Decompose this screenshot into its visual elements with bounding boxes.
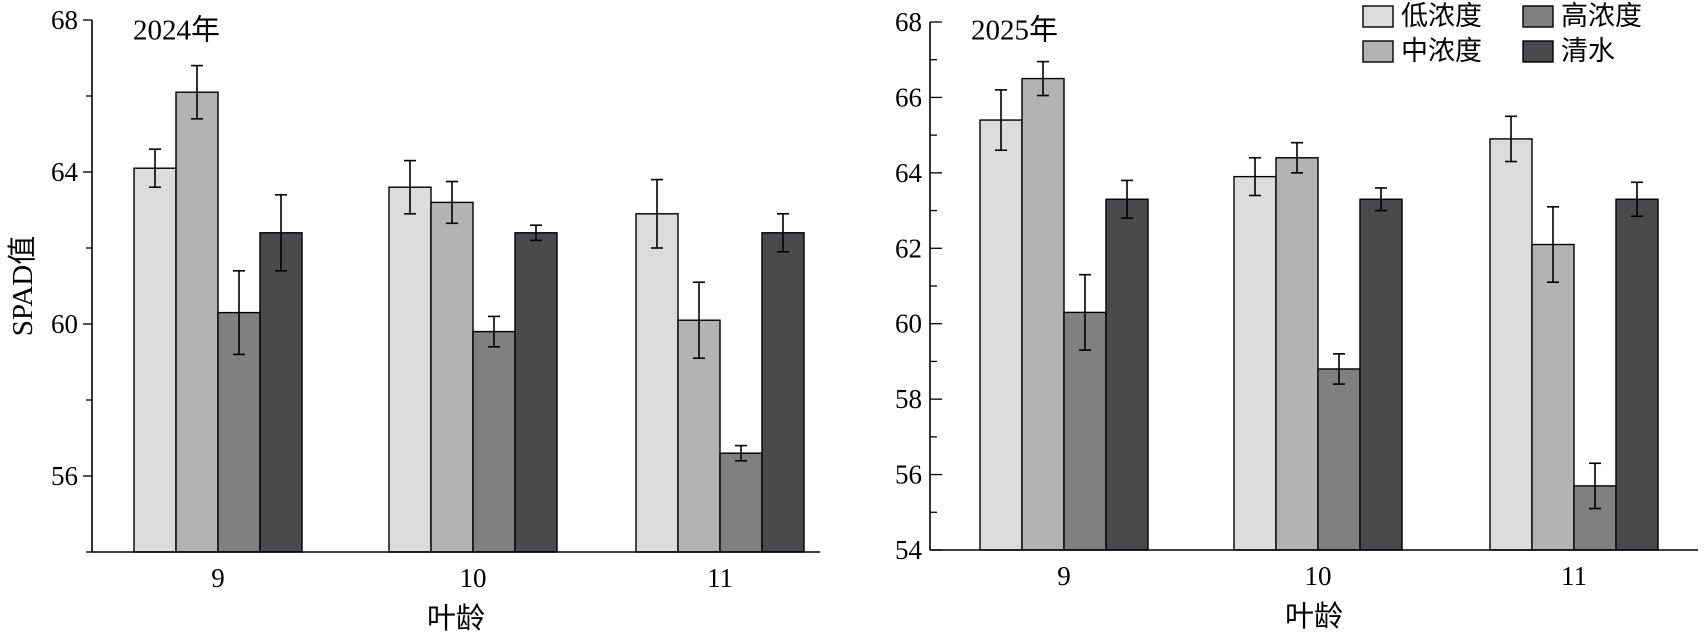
y-tick-label: 54 [895,535,923,565]
error-bar-2025年-高浓度-11 [1589,462,1601,510]
y-tick-label: 64 [895,158,923,188]
error-bar-2025年-高浓度-10 [1333,353,1345,385]
error-bar-2025年-中浓度-9 [1037,60,1049,97]
bar-2024年-高浓度-11 [719,452,763,553]
error-bar-2025年-中浓度-10 [1291,141,1303,174]
y-tick-label: 56 [51,461,78,491]
bar-2024年-低浓度-9 [133,167,177,553]
legend-swatch-清水 [1522,40,1554,63]
bar-2024年-低浓度-11 [635,213,679,553]
legend-swatch-中浓度 [1362,40,1394,63]
bar-2025年-清水-11 [1615,198,1659,551]
y-axis-title: SPAD值 [6,236,39,336]
error-bar-2025年-高浓度-9 [1079,273,1091,351]
x-tick-label: 10 [460,563,487,593]
legend-label-高浓度: 高浓度 [1561,1,1642,31]
x-tick-label: 9 [211,563,225,593]
legend-swatch-高浓度 [1522,5,1554,28]
y-tick-label: 64 [51,157,79,187]
panel-title: 2025年 [971,14,1058,47]
panel-title: 2024年 [133,14,220,47]
y-tick-label: 58 [895,384,922,414]
bar-2024年-清水-11 [761,232,805,553]
error-bar-2024年-中浓度-11 [693,281,705,360]
bar-2024年-高浓度-10 [472,330,516,553]
y-tick-label: 60 [51,309,78,339]
bar-2024年-中浓度-10 [430,201,474,553]
x-axis-title: 叶龄 [427,602,485,635]
x-axis-title: 叶龄 [1285,600,1343,633]
error-bar-2024年-高浓度-11 [735,444,747,462]
error-bar-2024年-低浓度-11 [651,178,663,249]
error-bar-2024年-高浓度-10 [488,315,500,348]
error-bar-2024年-高浓度-9 [233,269,245,356]
x-tick-label: 11 [707,563,733,593]
legend-label-清水: 清水 [1561,36,1615,66]
bar-2025年-中浓度-9 [1021,77,1065,551]
bar-2024年-清水-10 [514,232,558,553]
error-bar-2025年-中浓度-11 [1547,206,1559,284]
y-tick-label: 66 [895,82,922,112]
error-bar-2024年-清水-9 [275,194,287,272]
bar-2024年-低浓度-10 [388,186,432,553]
x-tick-label: 9 [1057,561,1071,591]
error-bar-2025年-清水-9 [1121,179,1133,219]
error-bar-2024年-清水-11 [777,213,789,253]
bar-2025年-清水-9 [1105,198,1149,551]
legend-label-中浓度: 中浓度 [1401,36,1482,66]
y-tick-label: 68 [895,7,922,37]
bar-2025年-低浓度-11 [1489,138,1533,551]
error-bar-2025年-清水-11 [1631,181,1643,218]
y-tick-label: 60 [895,309,922,339]
error-bar-2024年-低浓度-9 [149,148,161,188]
bar-2025年-中浓度-10 [1275,157,1319,551]
x-tick-label: 11 [1561,561,1587,591]
y-tick-label: 56 [895,460,922,490]
error-bar-2024年-低浓度-10 [404,159,416,215]
legend-swatch-低浓度 [1362,5,1394,28]
error-bar-2025年-清水-10 [1375,187,1387,212]
legend-label-低浓度: 低浓度 [1401,1,1482,31]
bar-2025年-低浓度-9 [979,119,1023,551]
bar-2024年-中浓度-9 [175,91,219,553]
error-bar-2024年-清水-10 [530,224,542,242]
error-bar-2025年-低浓度-10 [1249,156,1261,197]
bar-2025年-低浓度-10 [1233,175,1277,551]
error-bar-2025年-低浓度-9 [995,89,1007,152]
chart-panel-0: 56 60 64 68 9 10 11 叶龄 SPAD值 2024年 [6,5,820,635]
bar-2025年-高浓度-10 [1317,368,1361,551]
y-tick-label: 62 [895,233,922,263]
error-bar-2024年-中浓度-10 [446,180,458,225]
bar-2025年-中浓度-11 [1531,243,1575,551]
bar-2025年-清水-10 [1359,198,1403,551]
x-tick-label: 10 [1305,561,1332,591]
y-tick-label: 68 [51,5,78,35]
bar-2024年-清水-9 [259,232,303,553]
error-bar-2024年-中浓度-9 [191,64,203,120]
error-bar-2025年-低浓度-11 [1505,115,1517,163]
